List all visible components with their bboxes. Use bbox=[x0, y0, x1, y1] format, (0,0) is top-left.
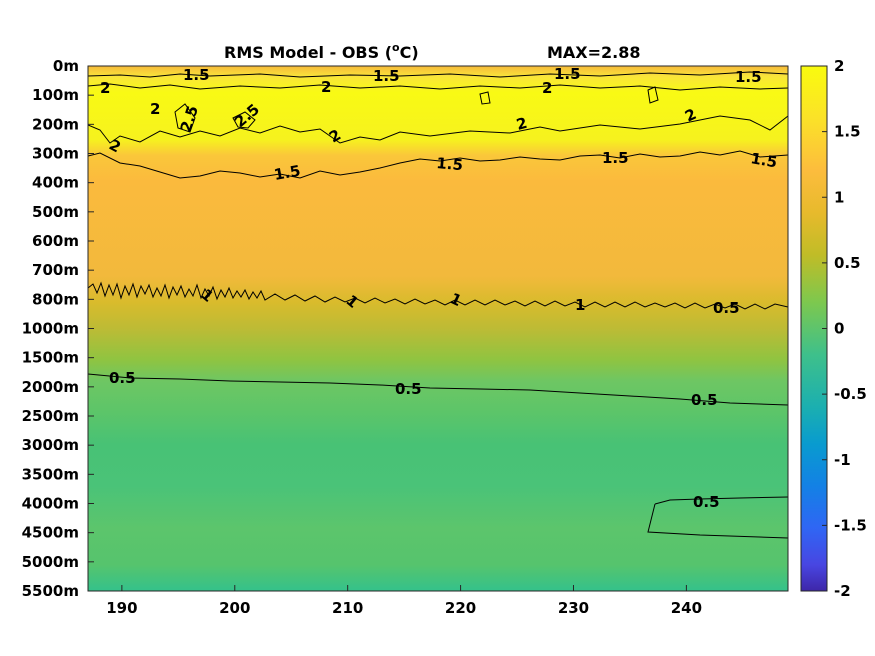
colorbar-axis: 2 1.5 1 0.5 0 -0.5 -1 -1.5 -2 bbox=[822, 57, 867, 600]
y-tick-label: 1000m bbox=[22, 320, 79, 338]
contour-label: 1.5 bbox=[554, 65, 581, 83]
contour-label: 1.5 bbox=[436, 154, 464, 174]
chart-title: RMS Model - OBS (oC) bbox=[224, 41, 419, 62]
heatmap-field: 1.5 1.5 1.5 1.5 2 2 2 2 2.5 2.5 2 2 2 2 … bbox=[88, 65, 788, 591]
colorbar-tick-label: 0.5 bbox=[834, 254, 861, 272]
colorbar-tick-label: -1.5 bbox=[834, 516, 867, 534]
y-tick-label: 200m bbox=[32, 115, 79, 133]
contour-label: 0.5 bbox=[109, 369, 136, 387]
contour-label: 0.5 bbox=[693, 493, 720, 511]
colorbar-tick-label: 0 bbox=[834, 320, 844, 338]
contour-line-0-5-lower bbox=[647, 496, 788, 539]
contour-line-2-island-b bbox=[647, 86, 659, 104]
contour-line-0-5-upper bbox=[88, 373, 788, 406]
contour-line-2-island-a bbox=[479, 91, 491, 105]
y-tick-label: 3500m bbox=[22, 465, 79, 483]
y-tick-label: 2500m bbox=[22, 407, 79, 425]
contour-line-2-5-a bbox=[174, 103, 196, 133]
contour-line-1-5-top bbox=[88, 71, 788, 78]
y-tick-label: 1500m bbox=[22, 349, 79, 367]
colorbar-tick-label: -0.5 bbox=[834, 385, 867, 403]
contour-line-2-bottom bbox=[88, 115, 788, 144]
contour-label: 1.5 bbox=[183, 66, 210, 84]
y-tick-label: 800m bbox=[32, 290, 79, 308]
y-tick-label: 3000m bbox=[22, 436, 79, 454]
max-annotation: MAX=2.88 bbox=[547, 43, 641, 62]
x-tick-label: 200 bbox=[219, 599, 250, 617]
x-axis: 190 200 210 220 230 240 bbox=[106, 585, 702, 617]
x-tick-label: 210 bbox=[332, 599, 363, 617]
y-axis: 0m 100m 200m 300m 400m 500m 600m 700m 800m 1000m 1… bbox=[22, 57, 94, 600]
y-tick-label: 600m bbox=[32, 232, 79, 250]
y-tick-label: 4500m bbox=[22, 524, 79, 542]
y-tick-label: 2000m bbox=[22, 378, 79, 396]
x-tick-label: 190 bbox=[106, 599, 137, 617]
colorbar-tick-label: 2 bbox=[834, 57, 844, 75]
contour-line-2-top bbox=[88, 83, 788, 91]
contour-label: 1.5 bbox=[273, 162, 302, 184]
y-tick-label: 300m bbox=[32, 145, 79, 163]
contour-line-1 bbox=[88, 281, 788, 310]
y-tick-label: 5000m bbox=[22, 553, 79, 571]
colorbar-tick-label: -1 bbox=[834, 451, 851, 469]
contour-lines bbox=[88, 71, 788, 539]
contour-label: 2 bbox=[514, 114, 529, 134]
contour-line-1-5-mid bbox=[88, 150, 788, 179]
colorbar-tick-label: -2 bbox=[834, 582, 851, 600]
contour-label: 1 bbox=[575, 296, 585, 314]
y-tick-label: 700m bbox=[32, 261, 79, 279]
contour-label: 2 bbox=[542, 79, 552, 97]
y-tick-label: 4000m bbox=[22, 495, 79, 513]
contour-label: 1.5 bbox=[749, 149, 778, 171]
y-tick-label: 5500m bbox=[22, 582, 79, 600]
x-tick-label: 230 bbox=[558, 599, 589, 617]
contour-label: 0.5 bbox=[691, 391, 718, 409]
heatmap-surface bbox=[88, 66, 788, 591]
y-tick-label: 0m bbox=[53, 57, 79, 75]
contour-label: 0.5 bbox=[713, 299, 740, 317]
contour-label: 1.5 bbox=[373, 67, 400, 85]
y-tick-label: 400m bbox=[32, 174, 79, 192]
contour-label: 2 bbox=[100, 79, 110, 97]
y-tick-label: 100m bbox=[32, 86, 79, 104]
contour-line-2-5-b bbox=[232, 111, 256, 129]
x-tick-label: 220 bbox=[445, 599, 476, 617]
contour-label: 0.5 bbox=[395, 380, 422, 398]
colorbar-tick-label: 1.5 bbox=[834, 123, 861, 141]
colorbar-tick-label: 1 bbox=[834, 188, 844, 206]
contour-label: 2 bbox=[150, 100, 160, 118]
y-tick-label: 500m bbox=[32, 203, 79, 221]
x-tick-label: 240 bbox=[671, 599, 702, 617]
contour-label: 2 bbox=[321, 78, 331, 96]
contour-label: 1.5 bbox=[735, 68, 762, 86]
contour-label: 1.5 bbox=[602, 149, 629, 167]
